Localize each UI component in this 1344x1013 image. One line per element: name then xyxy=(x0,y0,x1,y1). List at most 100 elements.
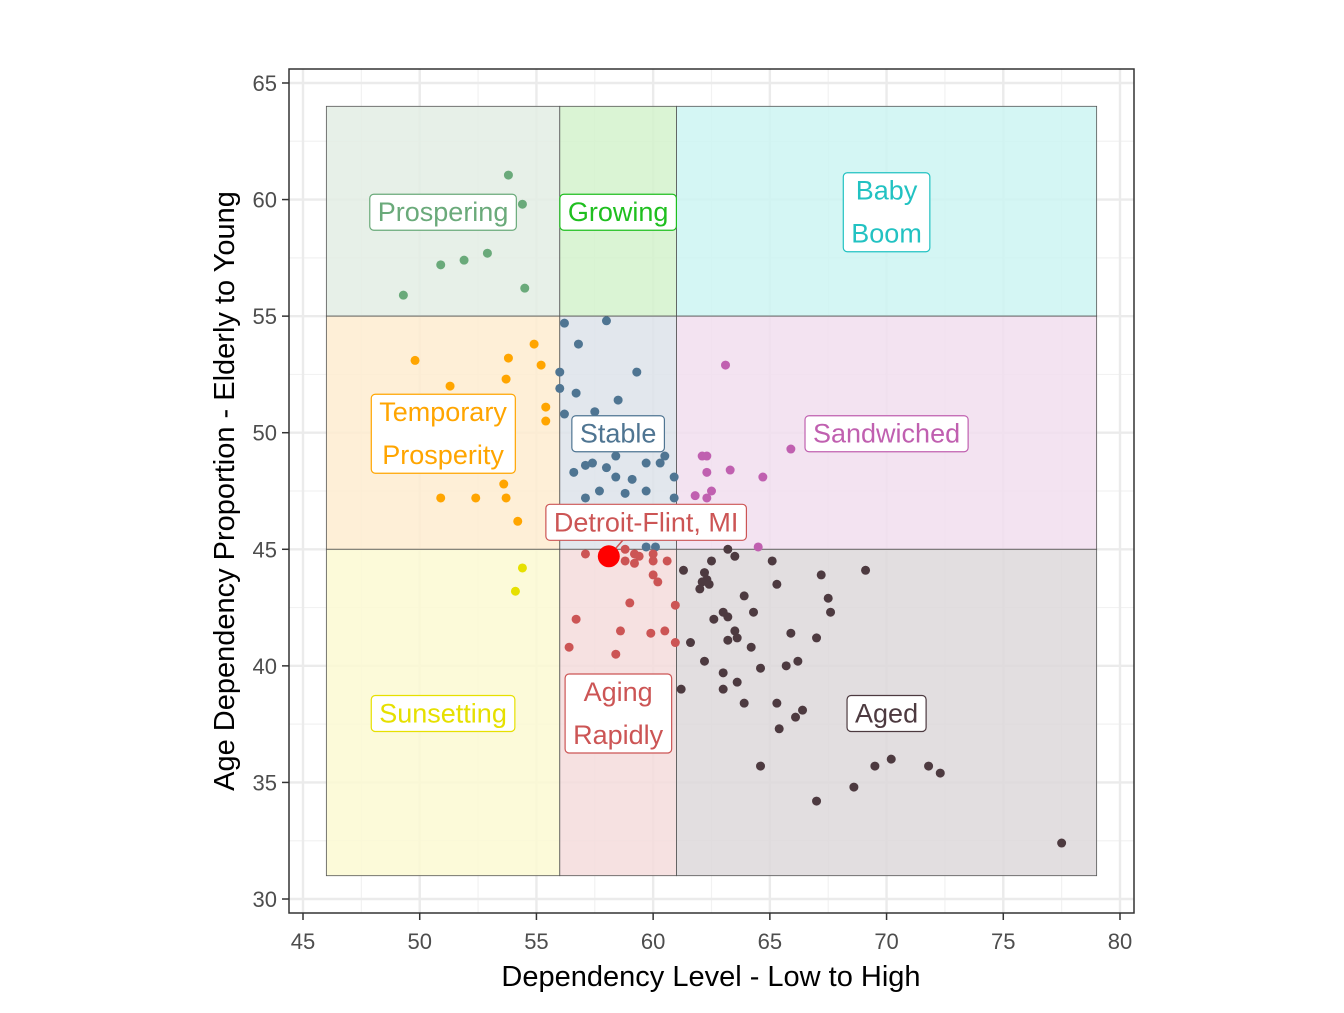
label-sunsetting: Sunsetting xyxy=(370,694,516,733)
point-prospering xyxy=(398,290,408,300)
x-axis-title: Dependency Level - Low to High xyxy=(501,961,920,993)
point-stable xyxy=(555,367,565,377)
point-aging-rapidly xyxy=(629,558,639,568)
point-aged xyxy=(739,698,749,708)
point-stable xyxy=(669,493,679,503)
y-tick-label: 55 xyxy=(253,304,277,329)
point-aged xyxy=(812,796,822,806)
x-tick-label: 80 xyxy=(1108,929,1132,954)
x-tick-label: 75 xyxy=(991,929,1015,954)
point-sandwiched xyxy=(690,491,700,501)
point-aging-rapidly xyxy=(648,570,658,580)
point-aged xyxy=(707,556,716,566)
y-axis-title: Age Dependency Proportion - Elderly to Y… xyxy=(209,191,241,791)
point-prospering xyxy=(436,260,446,270)
point-aging-rapidly xyxy=(634,551,644,561)
point-aged xyxy=(1057,838,1067,848)
point-temporary-prosperity xyxy=(541,416,551,426)
point-aging-rapidly xyxy=(653,577,663,587)
point-stable xyxy=(650,542,660,552)
point-aged xyxy=(781,661,791,671)
point-temporary-prosperity xyxy=(541,402,551,412)
point-aged xyxy=(886,754,896,764)
point-aged xyxy=(699,568,709,578)
point-stable xyxy=(559,318,569,328)
point-aged xyxy=(685,638,695,648)
point-aged xyxy=(772,579,782,589)
label-text: Boom xyxy=(851,219,922,249)
x-tick-label: 65 xyxy=(758,929,782,954)
point-aged xyxy=(798,705,808,715)
point-aging-rapidly xyxy=(611,649,621,659)
panel-border xyxy=(288,68,1135,914)
label-baby-boom: Baby Boom xyxy=(842,172,931,253)
label-temporary-prosperity: Temporary Prosperity xyxy=(370,393,516,474)
x-tick-label: 50 xyxy=(407,929,431,954)
point-stable xyxy=(613,395,623,405)
point-sandwiched xyxy=(702,493,712,503)
label-text: Detroit-Flint, MI xyxy=(554,507,739,537)
point-temporary-prosperity xyxy=(503,353,513,363)
point-aged xyxy=(695,584,705,594)
point-stable xyxy=(555,383,565,393)
label-box xyxy=(571,415,666,453)
point-aged xyxy=(749,607,759,617)
point-sandwiched xyxy=(758,472,768,482)
point-stable xyxy=(590,407,600,417)
x-tick-label: 60 xyxy=(641,929,665,954)
label-aging-rapidly: Aging Rapidly xyxy=(564,673,673,754)
y-tick-label: 60 xyxy=(253,188,277,213)
point-aged xyxy=(935,768,945,778)
label-text: Sandwiched xyxy=(813,419,960,449)
point-stable xyxy=(601,463,611,473)
axes: 45 50 55 60 65 70 75 80 30 35 40 45 50 55 60 65 xyxy=(253,71,1133,954)
point-temporary-prosperity xyxy=(410,355,420,365)
x-tick-label: 45 xyxy=(291,929,315,954)
label-stable: Stable xyxy=(571,415,666,453)
point-stable xyxy=(601,316,611,326)
point-sandwiched xyxy=(707,486,716,496)
point-aged xyxy=(861,565,871,575)
point-aged xyxy=(718,684,728,694)
point-stable xyxy=(580,460,590,470)
point-aging-rapidly xyxy=(662,556,672,566)
point-stable xyxy=(611,451,621,461)
point-aged xyxy=(676,684,686,694)
data-points xyxy=(398,170,1067,848)
point-aged xyxy=(699,656,709,666)
point-stable xyxy=(660,451,670,461)
label-prospering: Prospering xyxy=(369,193,517,231)
point-aging-rapidly xyxy=(620,556,630,566)
point-aged xyxy=(826,607,836,617)
point-aging-rapidly xyxy=(670,638,680,648)
label-box xyxy=(545,503,748,541)
point-temporary-prosperity xyxy=(445,381,455,391)
point-aging-rapidly xyxy=(620,544,630,554)
label-text: Aging xyxy=(584,677,653,707)
label-text: Sunsetting xyxy=(379,698,507,728)
point-aged xyxy=(767,556,777,566)
point-aged xyxy=(732,677,742,687)
label-box xyxy=(804,415,969,453)
point-stable xyxy=(641,458,651,468)
point-prospering xyxy=(482,248,492,258)
point-aged xyxy=(730,551,740,561)
point-aged xyxy=(678,565,688,575)
point-aged xyxy=(791,712,801,722)
point-stable xyxy=(641,542,651,552)
label-box xyxy=(559,193,678,231)
label-growing: Growing xyxy=(559,193,678,231)
point-temporary-prosperity xyxy=(471,493,481,503)
point-aging-rapidly xyxy=(670,600,680,610)
point-aging-rapidly xyxy=(580,549,590,559)
point-stable xyxy=(627,474,637,484)
point-stable xyxy=(594,486,604,496)
point-sandwiched xyxy=(725,465,735,475)
point-aged xyxy=(812,633,822,643)
point-aging-rapidly xyxy=(648,549,658,559)
point-aged xyxy=(697,577,707,587)
label-box xyxy=(370,393,516,474)
point-temporary-prosperity xyxy=(501,493,511,503)
point-sandwiched xyxy=(702,451,712,461)
point-aged xyxy=(704,579,714,589)
